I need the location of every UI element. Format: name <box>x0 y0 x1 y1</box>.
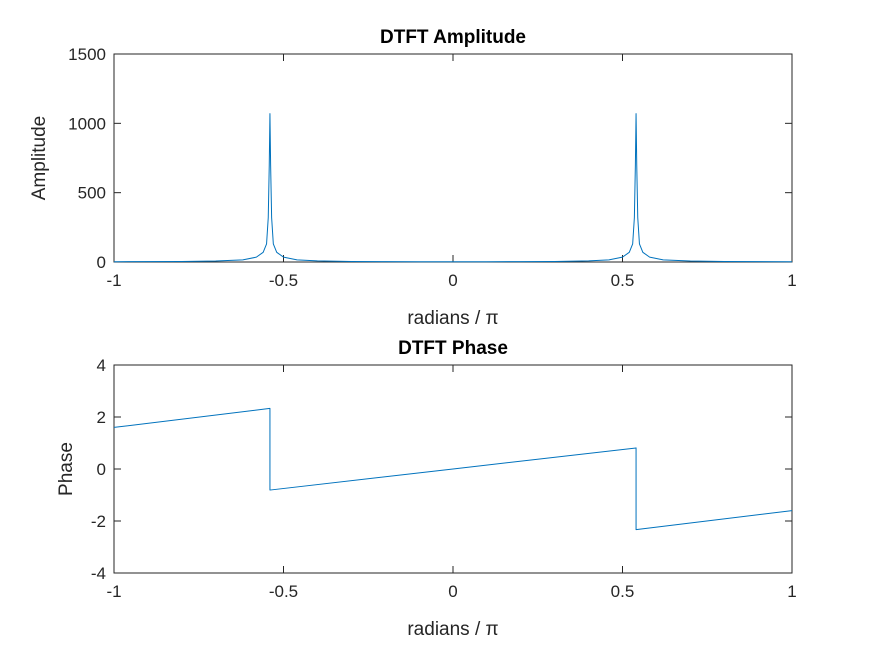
phase-series-line <box>113 407 793 531</box>
phase-y-tick-label: -2 <box>91 512 106 531</box>
phase-y-tick-label: -4 <box>91 564 106 583</box>
amplitude-subplot: DTFT Amplitude -1 -0.5 0 0.5 1 0 500 1000 1500 r… <box>29 27 797 329</box>
amplitude-x-tick-label: -0.5 <box>269 271 298 290</box>
amplitude-series-line <box>113 113 793 263</box>
amplitude-tick-labels: -1 -0.5 0 0.5 1 0 500 1000 1500 <box>68 45 797 290</box>
amplitude-x-tick-label: -1 <box>106 271 121 290</box>
phase-chart-title: DTFT Phase <box>398 338 508 359</box>
phase-x-tick-label: -0.5 <box>269 582 298 601</box>
phase-x-tick-label: 1 <box>787 582 796 601</box>
phase-y-tick-label: 2 <box>97 408 106 427</box>
phase-y-tick-label: 4 <box>97 356 106 375</box>
amplitude-x-axis-label: radians / π <box>407 308 498 329</box>
amplitude-chart-title: DTFT Amplitude <box>380 27 526 48</box>
phase-x-axis-label: radians / π <box>407 619 498 640</box>
amplitude-x-tick-label: 0 <box>448 271 457 290</box>
phase-x-tick-label: 0 <box>448 582 457 601</box>
amplitude-x-tick-label: 1 <box>787 271 796 290</box>
amplitude-x-tick-label: 0.5 <box>611 271 635 290</box>
amplitude-y-axis-label: Amplitude <box>29 116 50 201</box>
phase-ticks <box>113 364 793 574</box>
phase-tick-labels: -1 -0.5 0 0.5 1 -4 -2 0 2 4 <box>91 356 797 601</box>
phase-subplot: DTFT Phase -1 -0.5 0 0.5 1 -4 -2 0 2 4 radians / … <box>56 338 797 640</box>
phase-y-axis-label: Phase <box>56 442 77 496</box>
amplitude-y-tick-label: 0 <box>97 253 106 272</box>
amplitude-y-tick-label: 1000 <box>68 114 106 133</box>
phase-x-tick-label: 0.5 <box>611 582 635 601</box>
amplitude-y-tick-label: 1500 <box>68 45 106 64</box>
amplitude-y-tick-label: 500 <box>78 184 106 203</box>
amplitude-axes-box <box>113 53 793 263</box>
phase-x-tick-label: -1 <box>106 582 121 601</box>
phase-y-tick-label: 0 <box>97 460 106 479</box>
